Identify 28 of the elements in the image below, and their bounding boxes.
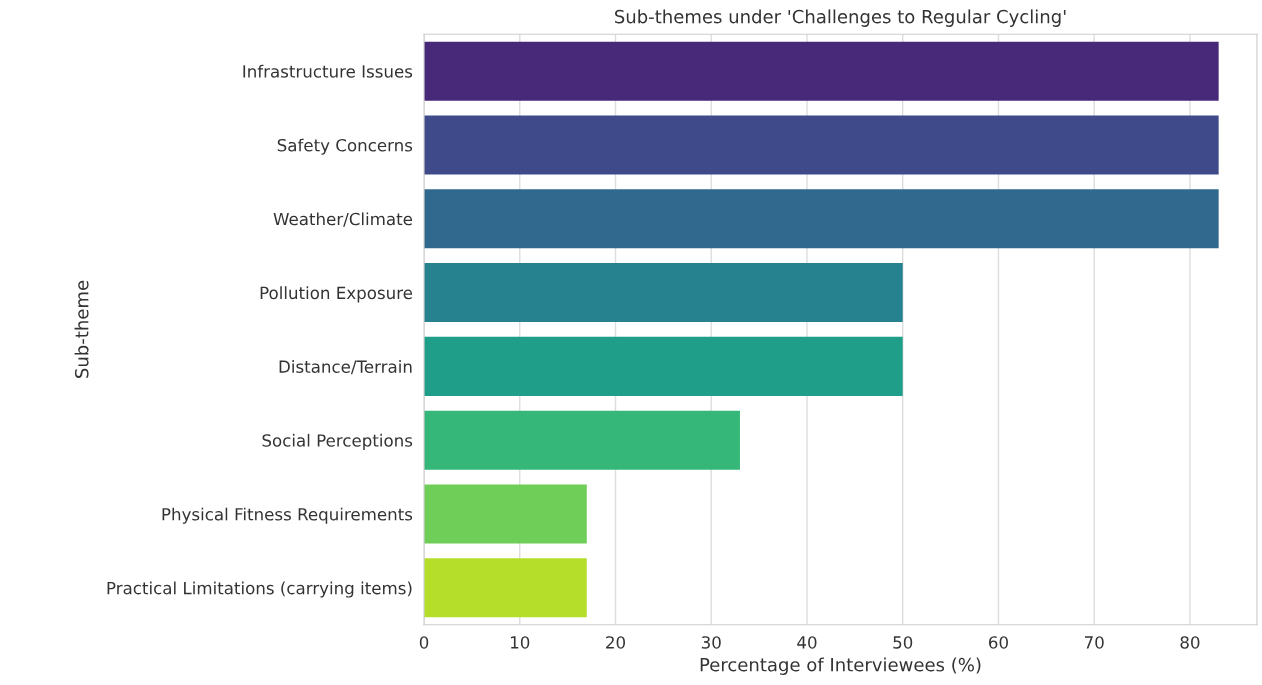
bar (424, 558, 587, 618)
y-tick-label: Safety Concerns (277, 138, 413, 155)
x-tick-label: 70 (1084, 636, 1104, 649)
y-tick-label: Physical Fitness Requirements (162, 507, 413, 524)
bar (424, 263, 903, 323)
x-tick-label: 60 (989, 636, 1008, 649)
x-tick-label: 80 (1180, 636, 1200, 649)
bar (424, 410, 740, 470)
x-tick-label: 10 (511, 636, 530, 649)
x-tick-label: 50 (893, 636, 913, 649)
y-tick-label: Social Perceptions (262, 433, 413, 450)
bar (424, 484, 587, 544)
y-tick-label: Weather/Climate (273, 212, 413, 227)
y-axis-title: Sub-theme (74, 280, 89, 378)
y-tick-label: Practical Limitations (carrying items) (107, 581, 412, 598)
bar (424, 336, 903, 396)
x-tick-label: 30 (701, 636, 721, 649)
y-tick-label: Distance/Terrain (279, 360, 412, 375)
y-tick-label: Infrastructure Issues (243, 64, 413, 78)
x-tick-label: 40 (797, 636, 817, 649)
bar (424, 115, 1219, 175)
bar (424, 189, 1219, 249)
chart-title: Sub-themes under 'Challenges to Regular Cycling' (615, 9, 1066, 27)
y-tick-label: Pollution Exposure (260, 286, 413, 303)
bar (424, 41, 1219, 101)
x-tick-label: 0 (419, 636, 429, 649)
x-tick-label: 20 (606, 636, 625, 649)
x-axis-title: Percentage of Interviewees (%) (700, 657, 981, 675)
